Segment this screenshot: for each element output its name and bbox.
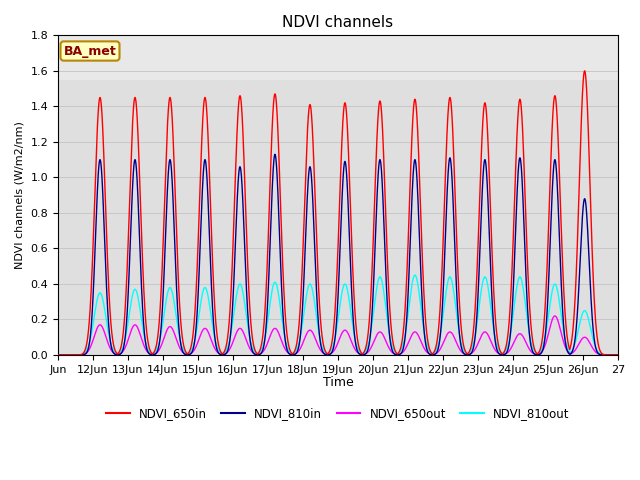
Legend: NDVI_650in, NDVI_810in, NDVI_650out, NDVI_810out: NDVI_650in, NDVI_810in, NDVI_650out, NDV…	[101, 402, 575, 425]
Bar	[58, 80, 618, 355]
Text: BA_met: BA_met	[63, 45, 116, 58]
Title: NDVI channels: NDVI channels	[282, 15, 394, 30]
Y-axis label: NDVI channels (W/m2/nm): NDVI channels (W/m2/nm)	[15, 121, 25, 269]
X-axis label: Time: Time	[323, 376, 353, 389]
